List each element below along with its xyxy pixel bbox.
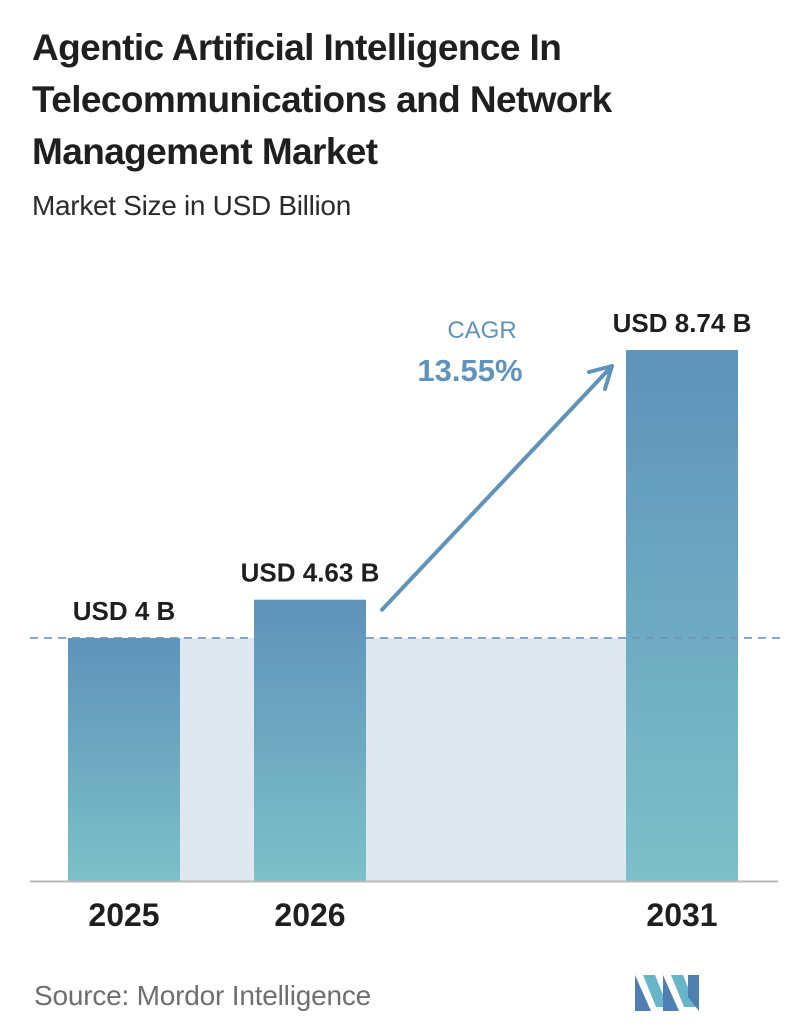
data-label-2031: USD 8.74 B bbox=[613, 308, 752, 338]
bars-layer bbox=[68, 350, 738, 881]
x-tick-2025: 2025 bbox=[88, 897, 159, 933]
cagr-annotation: CAGR 13.55% bbox=[380, 317, 614, 612]
cagr-arrowhead bbox=[587, 364, 614, 391]
x-tick-2031: 2031 bbox=[646, 897, 717, 933]
cagr-value: 13.55% bbox=[417, 353, 522, 388]
chart-subtitle: Market Size in USD Billion bbox=[32, 190, 351, 221]
x-axis-ticks: 2025 2026 2031 bbox=[88, 897, 717, 933]
bar-2031 bbox=[626, 350, 738, 881]
data-label-2026: USD 4.63 B bbox=[241, 558, 380, 588]
bar-2025 bbox=[68, 637, 180, 881]
labels-layer: USD 4 B USD 4.63 B USD 8.74 B bbox=[73, 308, 752, 626]
source-note: Source: Mordor Intelligence bbox=[34, 980, 371, 1011]
chart-title: Agentic Artificial Intelligence In Telec… bbox=[32, 27, 612, 172]
x-tick-2026: 2026 bbox=[274, 897, 345, 933]
cagr-label: CAGR bbox=[447, 317, 516, 344]
bar-2026 bbox=[254, 599, 366, 881]
cagr-arrow bbox=[380, 364, 614, 612]
data-label-2025: USD 4 B bbox=[73, 596, 176, 626]
mordor-intelligence-logo bbox=[635, 975, 699, 1011]
